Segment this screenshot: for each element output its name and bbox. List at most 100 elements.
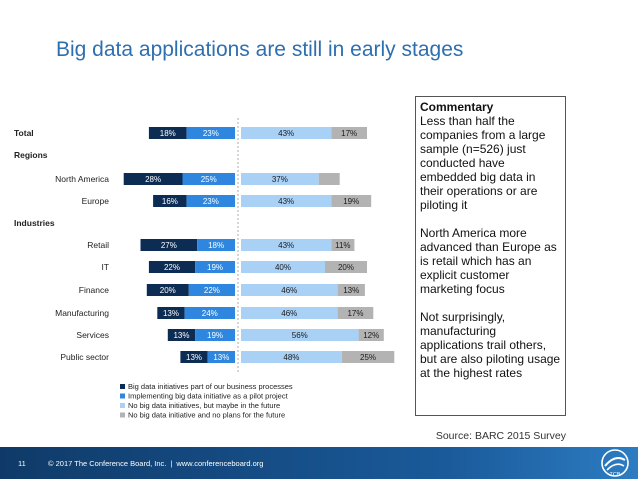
bar-segment bbox=[241, 195, 332, 207]
copyright-text: © 2017 The Conference Board, Inc. bbox=[48, 459, 167, 468]
data-label: 23% bbox=[203, 129, 219, 138]
category-label: Finance bbox=[79, 285, 110, 295]
commentary-paragraph: Not surprisingly, manufacturing applicat… bbox=[420, 310, 561, 380]
category-label: Public sector bbox=[60, 352, 109, 362]
data-label: 18% bbox=[208, 241, 224, 250]
bar-segment bbox=[184, 307, 235, 319]
bar-segment bbox=[331, 195, 372, 207]
data-label: 18% bbox=[160, 129, 176, 138]
page-number: 11 bbox=[18, 459, 26, 468]
data-label: 17% bbox=[347, 309, 363, 318]
bar-segment bbox=[157, 307, 185, 319]
bar-segment bbox=[241, 284, 338, 296]
bar-segment bbox=[337, 284, 365, 296]
data-label: 13% bbox=[163, 309, 179, 318]
bar-segment bbox=[197, 239, 235, 251]
legend-label: No big data initiative and no plans for … bbox=[128, 411, 285, 420]
bar-segment bbox=[331, 239, 355, 251]
commentary-paragraph: North America more advanced than Europe … bbox=[420, 226, 557, 296]
legend-swatch bbox=[120, 412, 125, 418]
category-label: IT bbox=[101, 262, 109, 272]
bar-segment bbox=[148, 127, 187, 139]
data-label: 48% bbox=[283, 353, 299, 362]
bar-segment bbox=[140, 239, 198, 251]
bar-segment bbox=[146, 284, 189, 296]
data-label: 46% bbox=[281, 309, 297, 318]
bar-segment bbox=[341, 351, 395, 363]
data-label: 27% bbox=[161, 241, 177, 250]
slide-title: Big data applications are still in early… bbox=[56, 38, 464, 61]
footer-copyright: © 2017 The Conference Board, Inc. | www.co… bbox=[48, 459, 263, 468]
group-label: Total bbox=[14, 128, 34, 138]
category-label: Retail bbox=[87, 240, 109, 250]
data-label: 46% bbox=[281, 286, 297, 295]
data-label: 20% bbox=[160, 286, 176, 295]
group-label: Regions bbox=[14, 150, 48, 160]
category-label: Europe bbox=[82, 196, 110, 206]
data-label: 25% bbox=[360, 353, 376, 362]
data-label: 12% bbox=[363, 331, 379, 340]
bar-segment bbox=[167, 329, 196, 341]
bar-segment bbox=[331, 127, 367, 139]
legend-swatch bbox=[120, 384, 125, 389]
bar-segment bbox=[207, 351, 235, 363]
bar-segment bbox=[188, 284, 235, 296]
bar-segment bbox=[182, 173, 235, 185]
bar-segment bbox=[241, 127, 332, 139]
data-label: 13% bbox=[343, 286, 359, 295]
legend-swatch bbox=[120, 393, 125, 399]
data-label: 22% bbox=[164, 263, 180, 272]
data-label: 13% bbox=[173, 331, 189, 340]
bar-segment bbox=[186, 195, 235, 207]
commentary-box: Commentary Less than half the companies … bbox=[415, 96, 566, 416]
bar-segment bbox=[358, 329, 384, 341]
bar-segment bbox=[186, 127, 235, 139]
bar-segment bbox=[241, 329, 359, 341]
data-label: 43% bbox=[278, 197, 294, 206]
bar-segment bbox=[325, 261, 367, 273]
bar-segment bbox=[195, 329, 235, 341]
bar-segment bbox=[241, 307, 338, 319]
data-label: 37% bbox=[272, 175, 288, 184]
bar-segment bbox=[241, 173, 319, 185]
data-label: 43% bbox=[278, 129, 294, 138]
category-label: North America bbox=[55, 174, 109, 184]
footer-separator: | bbox=[170, 459, 173, 468]
logo-text: TCB bbox=[610, 472, 621, 478]
data-label: 28% bbox=[145, 175, 161, 184]
legend-label: Implementing big data initiative as a pi… bbox=[128, 392, 289, 401]
data-label: 16% bbox=[162, 197, 178, 206]
data-label: 19% bbox=[343, 197, 359, 206]
conference-board-logo-icon: TCB bbox=[601, 449, 629, 478]
bar-segment bbox=[241, 261, 325, 273]
bar-segment bbox=[318, 173, 340, 185]
data-label: 22% bbox=[204, 286, 220, 295]
bar-segment bbox=[241, 239, 332, 251]
category-label: Manufacturing bbox=[55, 308, 109, 318]
legend-swatch bbox=[120, 403, 125, 408]
data-label: 25% bbox=[201, 175, 217, 184]
category-label: Services bbox=[76, 330, 109, 340]
footer-bar: 11 © 2017 The Conference Board, Inc. | www… bbox=[0, 447, 638, 479]
group-label: Industries bbox=[14, 218, 55, 228]
source-note: Source: BARC 2015 Survey bbox=[435, 430, 566, 442]
bar-segment bbox=[123, 173, 183, 185]
data-label: 17% bbox=[341, 129, 357, 138]
data-label: 20% bbox=[338, 263, 354, 272]
legend-label: No big data initiatives, but maybe in th… bbox=[128, 401, 280, 410]
data-label: 11% bbox=[335, 241, 350, 250]
commentary-heading: Commentary bbox=[420, 100, 494, 114]
data-label: 13% bbox=[186, 353, 202, 362]
bar-segment bbox=[241, 351, 342, 363]
bar-segment bbox=[153, 195, 187, 207]
data-label: 23% bbox=[203, 197, 219, 206]
bar-segment bbox=[195, 261, 235, 273]
bar-segment bbox=[180, 351, 208, 363]
data-label: 19% bbox=[207, 263, 223, 272]
data-label: 19% bbox=[207, 331, 223, 340]
bar-segment bbox=[148, 261, 196, 273]
commentary-paragraph: Less than half the companies from a larg… bbox=[420, 114, 546, 212]
footer-website-link[interactable]: www.conferenceboard.org bbox=[176, 459, 264, 468]
legend-label: Big data initiatives part of our busines… bbox=[128, 382, 293, 391]
data-label: 13% bbox=[213, 353, 229, 362]
